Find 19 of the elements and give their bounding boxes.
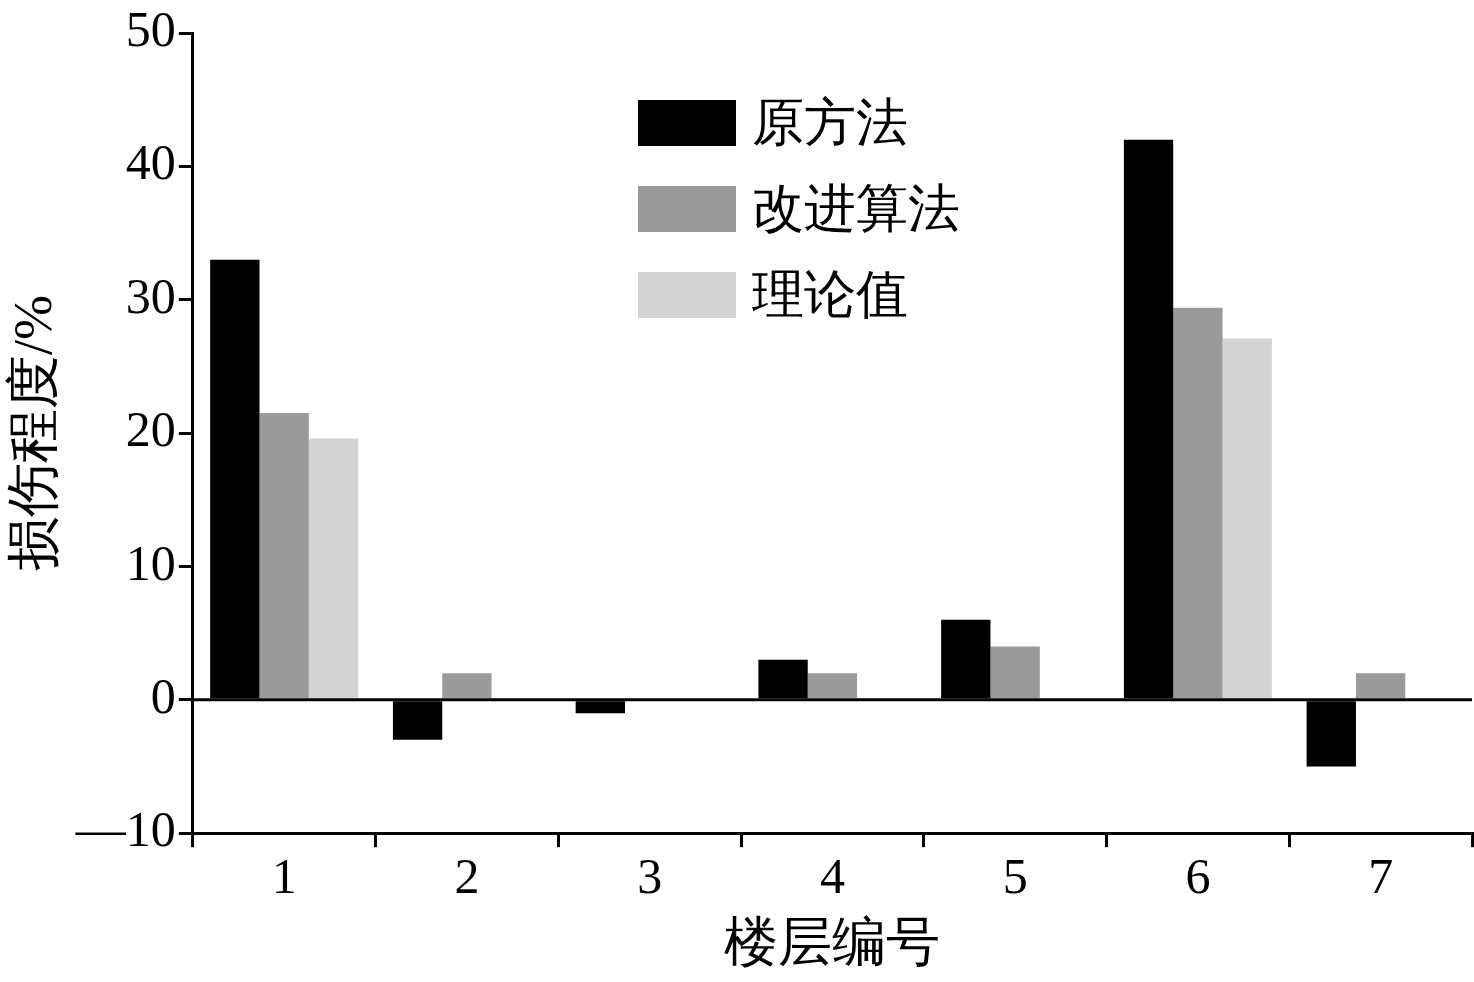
x-tick-label: 7 bbox=[1368, 848, 1394, 905]
legend-label: 改进算法 bbox=[752, 179, 960, 239]
x-tick-label: 1 bbox=[271, 848, 297, 905]
legend-label: 原方法 bbox=[752, 93, 908, 153]
y-tick-label: 40 bbox=[125, 134, 176, 191]
y-tick-label: 50 bbox=[125, 1, 176, 58]
x-tick-label: 6 bbox=[1185, 848, 1211, 905]
x-tick-label: 3 bbox=[637, 848, 663, 905]
legend-label: 理论值 bbox=[752, 265, 908, 325]
x-tick-label: 4 bbox=[819, 848, 845, 905]
y-tick-label: —10 bbox=[74, 801, 176, 858]
y-tick-label: 10 bbox=[125, 534, 176, 591]
y-tick-label: 30 bbox=[125, 267, 176, 324]
y-axis-title: 损伤程度/% bbox=[2, 295, 63, 572]
x-tick-label: 2 bbox=[454, 848, 480, 905]
x-tick-label: 5 bbox=[1002, 848, 1028, 905]
x-axis-title: 楼层编号 bbox=[724, 911, 941, 972]
y-tick-label: 0 bbox=[150, 667, 176, 724]
y-tick-label: 20 bbox=[125, 401, 176, 458]
